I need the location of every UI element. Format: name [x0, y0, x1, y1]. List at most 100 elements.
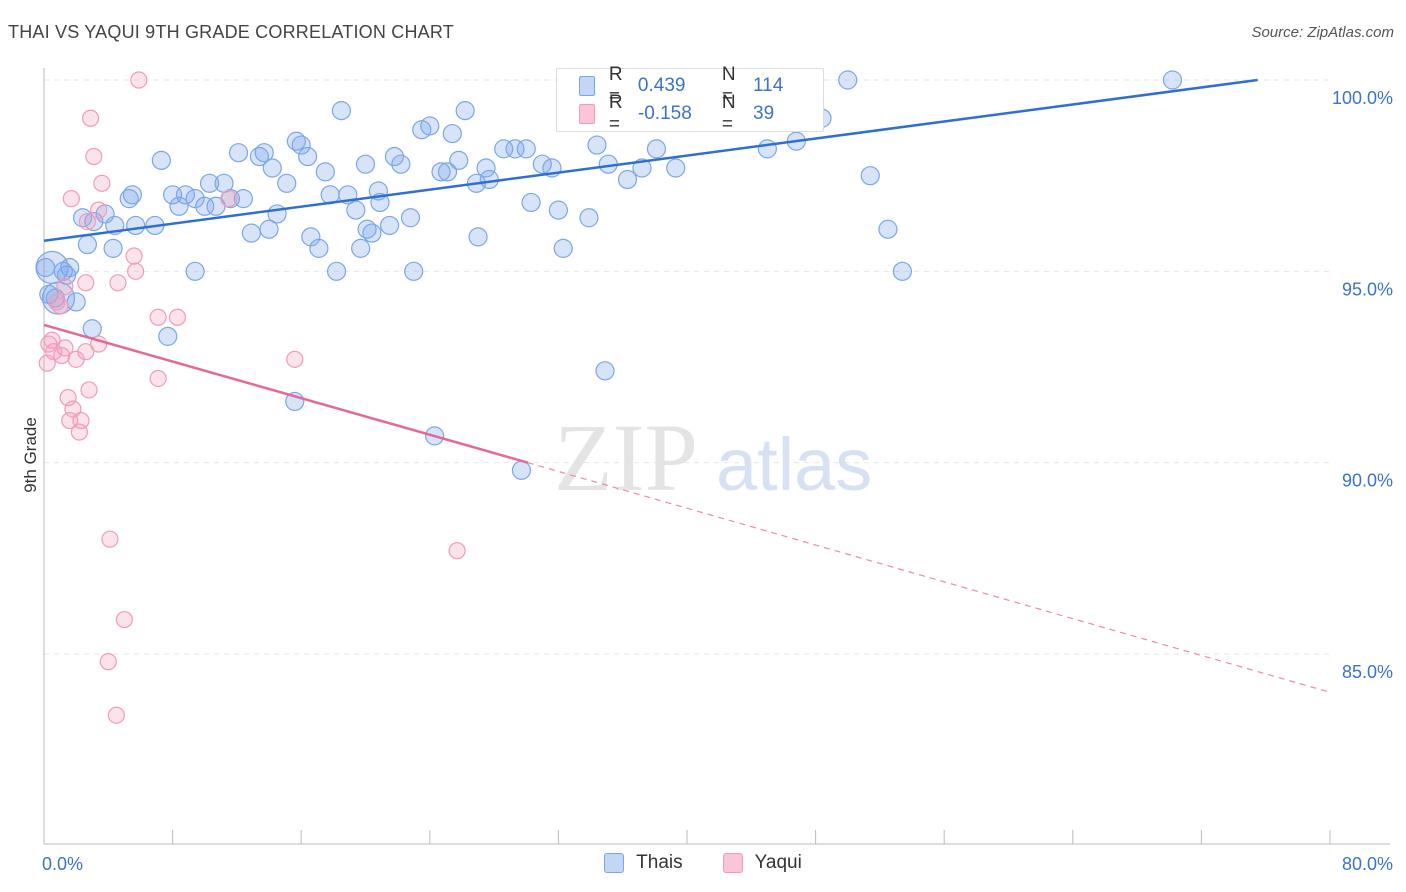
point-thais [103, 238, 123, 258]
point-thais [468, 227, 488, 247]
point-yaqui [286, 350, 304, 368]
point-thais [548, 200, 569, 220]
point-thais [437, 162, 458, 182]
point-thais [511, 460, 532, 480]
axes [43, 68, 1390, 845]
r-value-thais: 0.439 [637, 75, 686, 96]
trend-line-thais [43, 78, 1258, 242]
point-thais [228, 143, 249, 163]
point-thais [357, 219, 377, 239]
n-label: N = [721, 64, 736, 107]
point-thais [1162, 70, 1183, 90]
point-thais [521, 192, 541, 213]
series-legend: Thais Yaqui [0, 852, 1406, 874]
legend-label-yaqui: Yaqui [754, 852, 802, 873]
point-thais [455, 101, 475, 121]
watermark-atlas: atlas [716, 423, 872, 506]
point-thais [479, 169, 499, 190]
point-thais [351, 238, 371, 258]
point-yaqui [99, 653, 117, 671]
point-thais [449, 150, 469, 170]
x-tick-label: 80.0% [1342, 854, 1393, 874]
point-thais [315, 162, 335, 182]
point-yaqui [130, 71, 148, 89]
point-thais [442, 123, 462, 144]
point-thais [579, 208, 599, 228]
stats-swatch-yaqui [579, 104, 595, 124]
point-yaqui [168, 308, 187, 326]
point-thais [757, 139, 777, 159]
r-label: R = [608, 92, 623, 135]
point-thais [476, 158, 496, 178]
point-thais [494, 139, 514, 159]
point-thais [126, 215, 146, 236]
point-thais [380, 215, 400, 236]
point-yaqui [220, 190, 238, 208]
point-thais [169, 196, 189, 216]
point-thais [505, 139, 525, 159]
point-thais [151, 150, 171, 170]
point-thais [355, 154, 376, 174]
point-thais [262, 158, 282, 178]
legend-item-thais[interactable]: Thais [604, 852, 683, 874]
point-thais [122, 185, 143, 205]
point-thais [195, 196, 215, 216]
point-thais [233, 189, 253, 209]
point-thais [254, 143, 274, 163]
point-thais [82, 319, 102, 339]
point-thais [617, 169, 638, 190]
point-yaqui [149, 308, 167, 326]
n-label: N = [721, 92, 736, 135]
point-thais [595, 361, 615, 381]
n-value-yaqui: 39 [753, 103, 775, 124]
point-thais [384, 146, 405, 167]
tick-labels: 85.0% 90.0% 95.0% 100.0% 0.0% 80.0% [42, 88, 1393, 874]
point-yaqui [56, 278, 74, 296]
point-thais [666, 158, 686, 178]
point-thais [185, 189, 205, 209]
point-thais [892, 261, 913, 281]
point-yaqui [85, 147, 103, 166]
point-yaqui [51, 297, 69, 315]
point-thais [587, 135, 607, 155]
point-thais [241, 223, 261, 243]
point-thais [66, 292, 86, 312]
point-thais [860, 166, 880, 186]
trend-line-yaqui [43, 323, 529, 464]
point-thais [301, 227, 321, 247]
point-thais [420, 116, 440, 136]
point-yaqui [77, 274, 95, 292]
point-thais [838, 70, 858, 90]
point-thais [331, 101, 351, 121]
y-tick-label: 100.0% [1332, 88, 1393, 108]
series-yaqui-points [38, 71, 466, 724]
point-thais [185, 261, 205, 281]
point-yaqui [101, 530, 119, 548]
point-thais [391, 154, 411, 174]
point-thais [878, 219, 898, 239]
point-yaqui [43, 331, 61, 349]
point-thais [404, 261, 424, 281]
point-yaqui [109, 274, 127, 292]
point-thais [158, 326, 178, 346]
point-yaqui [93, 174, 111, 192]
stats-swatch-thais [579, 76, 595, 96]
point-yaqui [149, 369, 167, 388]
point-yaqui [90, 201, 108, 219]
point-yaqui [115, 610, 133, 629]
point-thais [36, 257, 56, 278]
chart-title: THAI VS YAQUI 9TH GRADE CORRELATION CHAR… [8, 22, 454, 42]
legend-swatch-yaqui [722, 853, 743, 873]
point-thais [77, 234, 98, 255]
y-axis-label: 9th Grade [21, 417, 40, 493]
point-thais [553, 238, 573, 258]
x-tick-label: 0.0% [42, 854, 83, 874]
legend-item-yaqui[interactable]: Yaqui [722, 852, 802, 874]
point-yaqui [67, 350, 85, 368]
point-thais [516, 139, 536, 159]
point-yaqui [56, 339, 74, 357]
y-tick-label: 85.0% [1342, 662, 1393, 682]
point-thais [259, 219, 279, 239]
trend-lines [43, 78, 1331, 693]
